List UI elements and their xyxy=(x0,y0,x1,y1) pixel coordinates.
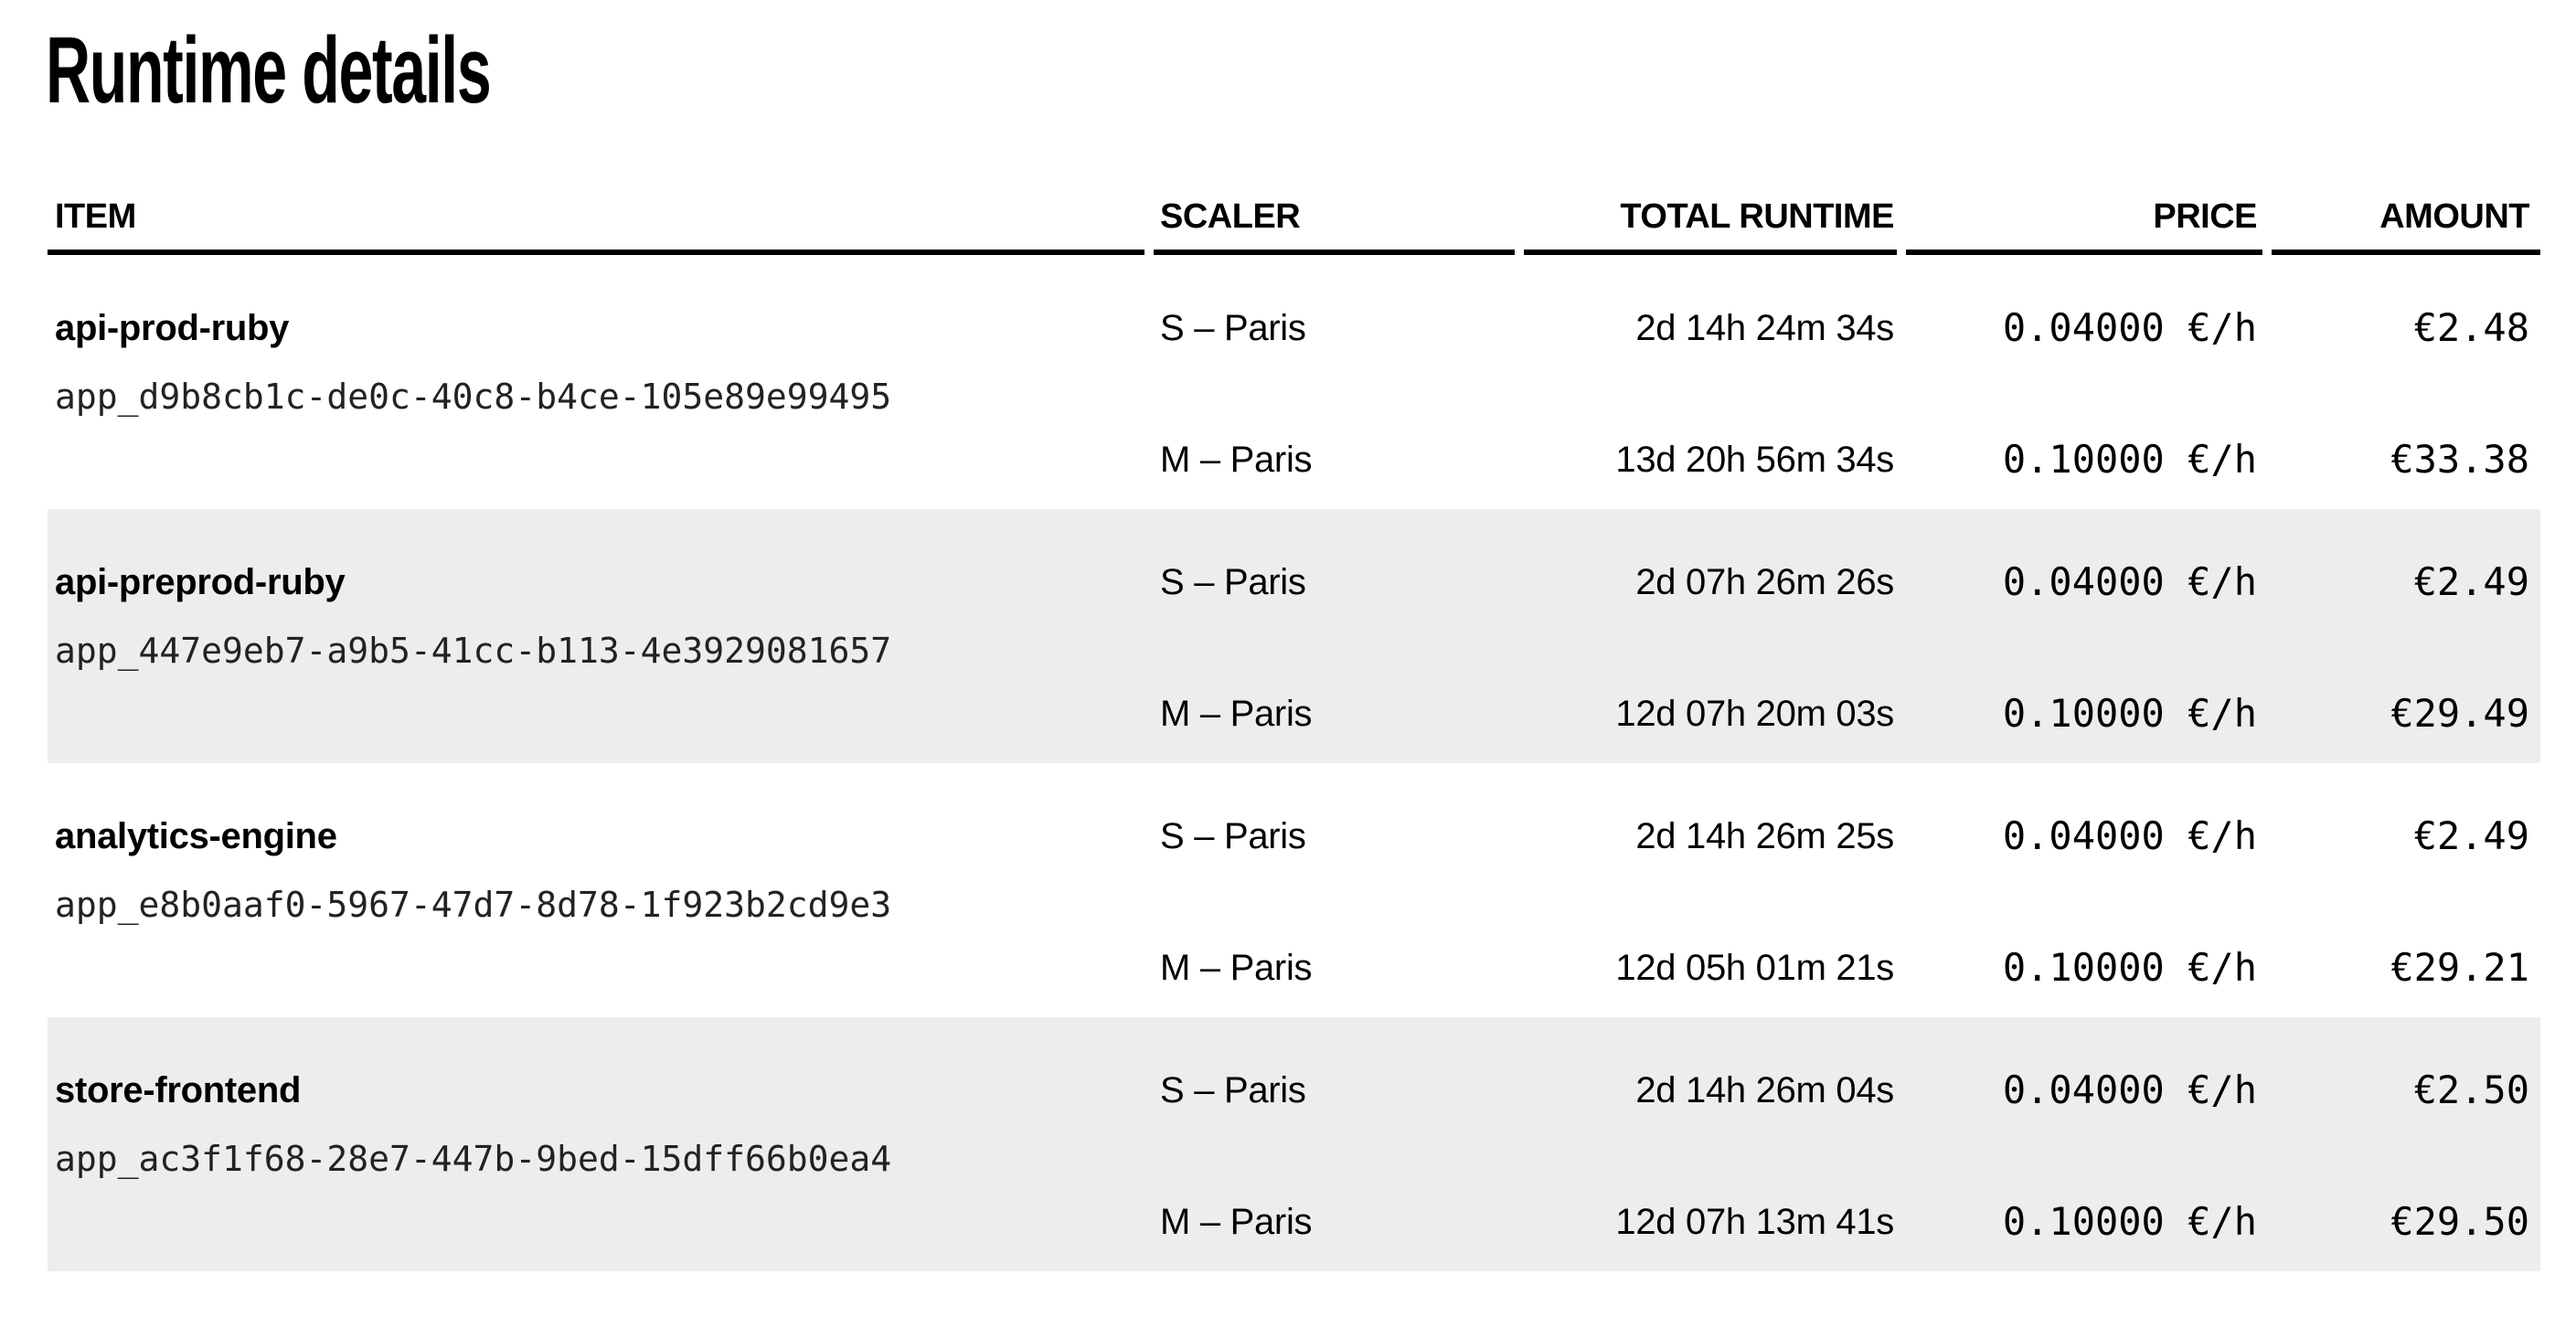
scaler-row: store-frontend app_ac3f1f68-28e7-447b-9be… xyxy=(48,1017,2540,1196)
price-cell: 0.10000 €/h xyxy=(2002,945,2257,990)
scaler-row: M – Paris 13d 20h 56m 34s 0.10000 €/h €33.3… xyxy=(48,434,2540,509)
scaler-cell: M – Paris xyxy=(1160,694,1313,734)
app-id: app_d9b8cb1c-de0c-40c8-b4ce-105e89e99495 xyxy=(55,377,892,417)
price-cell: 0.10000 €/h xyxy=(2002,691,2257,736)
runtime-cell: 12d 05h 01m 21s xyxy=(1615,948,1894,988)
scaler-row: M – Paris 12d 07h 13m 41s 0.10000 €/h €29.5… xyxy=(48,1196,2540,1271)
item-cell: api-preprod-ruby app_447e9eb7-a9b5-41cc-b… xyxy=(48,509,1149,763)
price-cell: 0.04000 €/h xyxy=(2002,1067,2257,1112)
amount-cell: €2.49 xyxy=(2413,813,2529,858)
item-cell: store-frontend app_ac3f1f68-28e7-447b-9be… xyxy=(48,1017,1149,1271)
runtime-cell: 12d 07h 13m 41s xyxy=(1615,1202,1894,1242)
column-header-price: PRICE xyxy=(1901,196,2267,255)
amount-cell: €29.50 xyxy=(2390,1199,2529,1244)
column-header-item: ITEM xyxy=(48,196,1149,255)
scaler-cell: S – Paris xyxy=(1160,562,1306,602)
scaler-row: api-prod-ruby app_d9b8cb1c-de0c-40c8-b4ce… xyxy=(48,255,2540,434)
runtime-cell: 2d 14h 26m 25s xyxy=(1635,816,1894,856)
amount-cell: €2.49 xyxy=(2413,559,2529,604)
page-title: Runtime details xyxy=(46,17,492,122)
price-cell: 0.04000 €/h xyxy=(2002,813,2257,858)
runtime-cell: 12d 07h 20m 03s xyxy=(1615,694,1894,734)
app-id: app_e8b0aaf0-5967-47d7-8d78-1f923b2cd9e3 xyxy=(55,885,892,925)
column-header-amount: AMOUNT xyxy=(2267,196,2540,255)
amount-cell: €33.38 xyxy=(2390,437,2529,482)
app-id: app_ac3f1f68-28e7-447b-9bed-15dff66b0ea4 xyxy=(55,1139,892,1179)
item-cell: analytics-engine app_e8b0aaf0-5967-47d7-8… xyxy=(48,763,1149,1017)
scaler-row: analytics-engine app_e8b0aaf0-5967-47d7-8… xyxy=(48,763,2540,942)
app-group-1: api-preprod-ruby app_447e9eb7-a9b5-41cc-b… xyxy=(48,509,2540,763)
runtime-table: ITEM SCALER TOTAL RUNTIME PRICE AMOUNT api-p… xyxy=(48,196,2540,1271)
price-cell: 0.10000 €/h xyxy=(2002,1199,2257,1244)
table-header-row: ITEM SCALER TOTAL RUNTIME PRICE AMOUNT xyxy=(48,196,2540,255)
app-group-0: api-prod-ruby app_d9b8cb1c-de0c-40c8-b4ce… xyxy=(48,255,2540,509)
scaler-row: api-preprod-ruby app_447e9eb7-a9b5-41cc-b… xyxy=(48,509,2540,688)
amount-cell: €29.21 xyxy=(2390,945,2529,990)
runtime-cell: 2d 14h 26m 04s xyxy=(1635,1070,1894,1110)
app-id: app_447e9eb7-a9b5-41cc-b113-4e3929081657 xyxy=(55,631,892,671)
price-cell: 0.10000 €/h xyxy=(2002,437,2257,482)
scaler-row: M – Paris 12d 05h 01m 21s 0.10000 €/h €29.2… xyxy=(48,942,2540,1017)
scaler-cell: S – Paris xyxy=(1160,816,1306,856)
item-cell: api-prod-ruby app_d9b8cb1c-de0c-40c8-b4ce… xyxy=(48,255,1149,509)
app-group-3: store-frontend app_ac3f1f68-28e7-447b-9be… xyxy=(48,1017,2540,1271)
runtime-details-page: Runtime details ITEM SCALER TOTAL RUNTIME P… xyxy=(0,23,2576,1317)
scaler-cell: S – Paris xyxy=(1160,308,1306,348)
app-group-2: analytics-engine app_e8b0aaf0-5967-47d7-8… xyxy=(48,763,2540,1017)
app-name: api-prod-ruby xyxy=(55,308,290,348)
runtime-cell: 2d 07h 26m 26s xyxy=(1635,562,1894,602)
price-cell: 0.04000 €/h xyxy=(2002,559,2257,604)
amount-cell: €2.48 xyxy=(2413,305,2529,350)
app-name: analytics-engine xyxy=(55,816,337,856)
app-name: api-preprod-ruby xyxy=(55,562,346,602)
amount-cell: €2.50 xyxy=(2413,1067,2529,1112)
runtime-cell: 2d 14h 24m 34s xyxy=(1635,308,1894,348)
column-header-runtime: TOTAL RUNTIME xyxy=(1519,196,1901,255)
runtime-cell: 13d 20h 56m 34s xyxy=(1615,440,1894,480)
price-cell: 0.04000 €/h xyxy=(2002,305,2257,350)
scaler-cell: M – Paris xyxy=(1160,948,1313,988)
column-header-scaler: SCALER xyxy=(1149,196,1519,255)
scaler-cell: S – Paris xyxy=(1160,1070,1306,1110)
app-name: store-frontend xyxy=(55,1070,302,1110)
amount-cell: €29.49 xyxy=(2390,691,2529,736)
scaler-cell: M – Paris xyxy=(1160,1202,1313,1242)
scaler-cell: M – Paris xyxy=(1160,440,1313,480)
scaler-row: M – Paris 12d 07h 20m 03s 0.10000 €/h €29.4… xyxy=(48,688,2540,763)
